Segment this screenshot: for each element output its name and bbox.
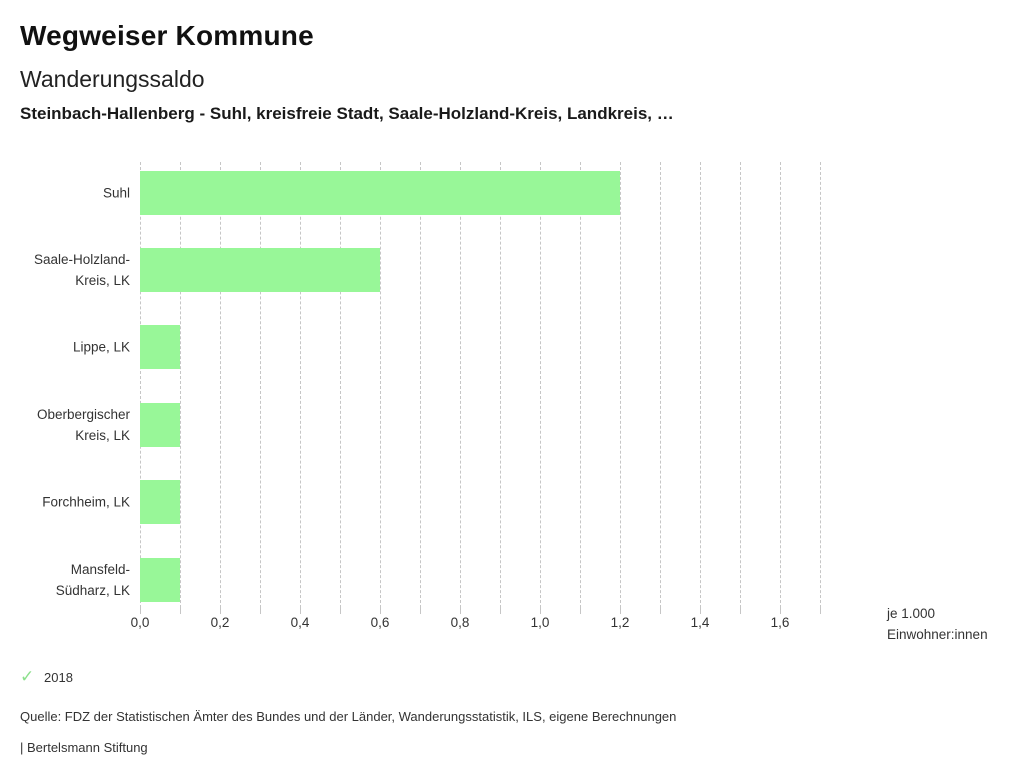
axis-unit-line2: Einwohner:innen [887,627,988,642]
bar-forchheim-lk[interactable] [140,480,180,525]
axis-tick [620,608,621,614]
category-label: Oberbergischer Kreis, LK [36,406,130,443]
axis-tick [500,608,501,614]
gridline [540,162,541,608]
x-tick-label: 0,6 [370,615,390,630]
x-tick-label: 0,0 [130,615,150,630]
gridline [380,162,381,608]
value-axis: 0,0 0,2 0,4 0,6 0,8 1,0 1,2 1,4 1,6 [131,615,820,633]
axis-tick [460,608,461,614]
indicator-title: Wanderungssaldo [20,66,205,92]
region-selection: Steinbach-Hallenberg - Suhl, kreisfreie … [20,104,674,123]
category-label: Mansfeld- Südharz, LK [55,561,130,598]
category-label: Forchheim, LK [42,494,130,510]
category-axis: Suhl Saale-Holzland- Kreis, LK Lippe, LK Obe… [0,162,130,608]
gridline [820,162,821,608]
axis-tick [820,608,821,614]
gridline [220,162,221,608]
gridline [500,162,501,608]
x-tick-label: 0,2 [210,615,230,630]
axis-tick [260,608,261,614]
axis-tick [140,608,141,614]
gridline [260,162,261,608]
axis-tick [220,608,221,614]
category-label: Saale-Holzland- Kreis, LK [33,251,130,288]
gridline [780,162,781,608]
category-label: Lippe, LK [72,339,130,355]
legend-year-label: 2018 [44,669,73,685]
check-icon: ✓ [20,667,35,686]
axis-tick [340,608,341,614]
gridline [180,162,181,608]
bar-lippe-lk[interactable] [140,325,180,370]
axis-tick [580,608,581,614]
gridline [620,162,621,608]
x-tick-label: 0,4 [290,615,310,630]
axis-tick [180,608,181,614]
axis-tick [700,608,701,614]
gridline [300,162,301,608]
axis-tick [660,608,661,614]
plot-area [140,162,821,614]
bar-oberbergischer-kreis-lk[interactable] [140,402,180,447]
axis-tick [740,608,741,614]
app-title: Wegweiser Kommune [20,20,314,51]
axis-tick [780,608,781,614]
gridline [420,162,421,608]
axis-tick [540,608,541,614]
bar-mansfeld-s-dharz-lk[interactable] [140,557,180,602]
attribution-note: | Bertelsmann Stiftung [20,740,148,755]
x-tick-label: 1,4 [690,615,710,630]
x-tick-label: 1,0 [530,615,550,630]
axis-unit-line1: je 1.000 [887,606,936,621]
axis-tick [380,608,381,614]
legend-year-toggle[interactable]: ✓ 2018 [20,666,73,688]
category-label: Suhl [102,185,130,200]
axis-tick [300,608,301,614]
x-tick-label: 1,2 [610,615,630,630]
gridline [580,162,581,608]
gridline [460,162,461,608]
gridline [340,162,341,608]
x-tick-label: 1,6 [770,615,790,630]
x-tick-label: 0,8 [450,615,470,630]
gridline [700,162,701,608]
gridline [660,162,661,608]
gridline [140,162,141,608]
source-note: Quelle: FDZ der Statistischen Ämter des … [20,709,677,724]
bar-saale-holzland-kreis-lk[interactable] [140,247,380,292]
axis-tick [420,608,421,614]
axis-unit-label: je 1.000 Einwohner:innen [887,603,988,645]
gridline [740,162,741,608]
bar-suhl[interactable] [140,170,620,215]
